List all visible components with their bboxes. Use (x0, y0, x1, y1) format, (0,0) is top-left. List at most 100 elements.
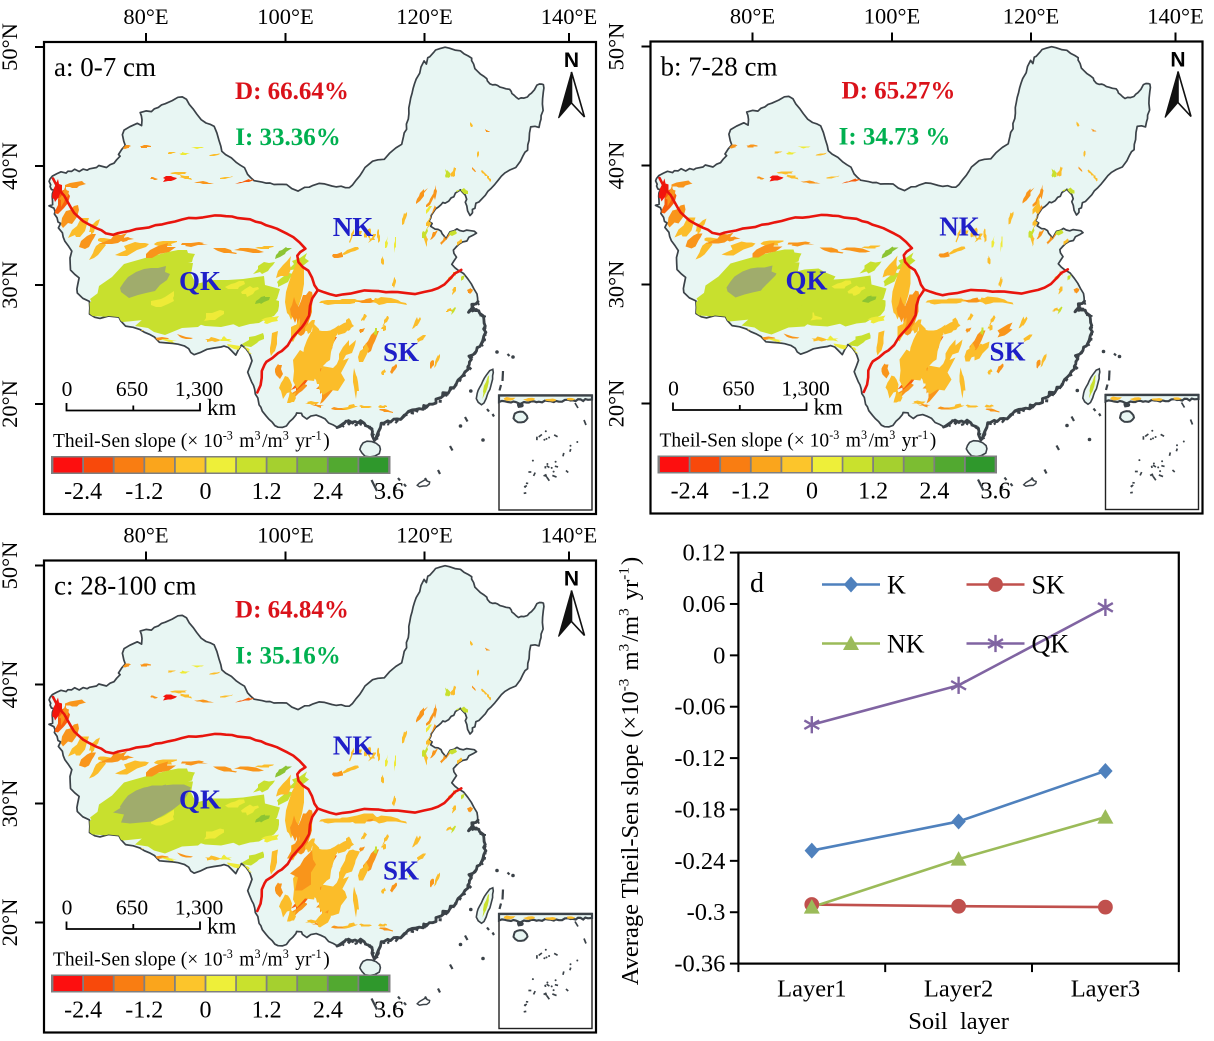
decrease-stat: D: 65.27% (842, 78, 956, 105)
chart-y-tick-label: 0 (713, 642, 725, 669)
lat-tick-label-1: 40°N (604, 142, 629, 190)
panel-title: a: 0-7 cm (54, 52, 156, 82)
chart-x-tick-label: Layer1 (777, 976, 846, 1003)
decrease-stat: D: 64.84% (235, 597, 349, 624)
lon-tick-label-2: 120°E (396, 523, 453, 548)
colorbar-tick-0: -2.4 (64, 479, 102, 505)
lon-tick-label-2: 120°E (396, 4, 453, 29)
map-panel-b: 80°E 100°E 120°E 140°E 50°N 40°N 30°N 20°N b: 7-… (604, 4, 1204, 515)
north-arrow-label: N (564, 49, 579, 72)
marker-asterisk (950, 676, 967, 694)
increase-stat: I: 35.16% (235, 643, 341, 670)
chart-panel-d: 0.12 0.06 0 -0.06 -0.12 -0.18 -0.24 -0.3 -0.36 La… (616, 540, 1180, 1035)
lon-tick-label-0: 80°E (123, 4, 168, 29)
north-arrow-label: N (564, 568, 579, 591)
marker-diamond (804, 842, 819, 859)
colorbar-tick-4: 2.4 (313, 998, 343, 1024)
region-label-qk: QK (179, 266, 221, 296)
chart-y-tick-label: -0.18 (674, 796, 725, 823)
scalebar-650: 650 (116, 896, 148, 920)
marker-diamond (1098, 762, 1113, 779)
region-label-sk: SK (383, 337, 419, 367)
chart-y-tick-label: -0.3 (687, 899, 726, 926)
map-panel-c: 80°E 100°E 120°E 140°E 50°N 40°N 30°N 20°N c: 28… (0, 523, 598, 1034)
scalebar-0: 0 (62, 377, 73, 401)
lon-tick-label-1: 100°E (257, 4, 314, 29)
marker-circle (988, 577, 1003, 592)
marker-asterisk (1097, 598, 1114, 616)
scalebar-1300: 1,300 (781, 377, 829, 401)
lat-tick-label-2: 30°N (0, 261, 22, 309)
scalebar-1300: 1,300 (175, 377, 223, 401)
colorbar-tick-3: 1.2 (252, 998, 282, 1024)
lat-tick-label-3: 20°N (0, 899, 22, 947)
colorbar-tick-2: 0 (806, 479, 818, 505)
colorbar-tick-5: 3.6 (374, 998, 404, 1024)
colorbar-tick-1: -1.2 (125, 479, 163, 505)
lat-tick-label-0: 50°N (0, 542, 22, 590)
series-line-K (811, 769, 1106, 852)
lat-tick-label-3: 20°N (604, 380, 629, 428)
chart-x-tick-label: Layer3 (1071, 976, 1140, 1003)
colorbar-tick-0: -2.4 (64, 998, 102, 1024)
lat-tick-label-1: 40°N (0, 661, 22, 709)
colorbar-tick-1: -1.2 (125, 998, 163, 1024)
panel-title: c: 28-100 cm (54, 571, 196, 601)
chart-y-tick-label: 0.06 (683, 591, 726, 618)
series-line-QK (811, 606, 1107, 726)
scalebar-unit: km (207, 395, 237, 420)
lat-tick-label-3: 20°N (0, 380, 22, 428)
colorbar-tick-2: 0 (199, 998, 211, 1024)
scalebar-unit: km (814, 395, 844, 420)
marker-asterisk (987, 634, 1004, 653)
legend-label-NK: NK (887, 630, 925, 659)
lat-tick-label-2: 30°N (0, 780, 22, 828)
legend-label-SK: SK (1032, 571, 1065, 600)
colorbar-title: Theil-Sen slope (× 10-3 m3 /m3 yr-1 ) (53, 947, 330, 970)
decrease-stat: D: 66.64% (235, 78, 349, 105)
region-label-nk: NK (333, 731, 374, 761)
lon-tick-label-3: 140°E (541, 4, 598, 29)
north-arrow-label: N (1170, 49, 1185, 72)
lon-tick-label-0: 80°E (730, 4, 775, 29)
colorbar-tick-5: 3.6 (981, 479, 1011, 505)
colorbar-tick-4: 2.4 (919, 479, 949, 505)
colorbar-title: Theil-Sen slope (× 10-3 m3 /m3 yr-1 ) (660, 428, 937, 451)
scalebar-0: 0 (62, 896, 73, 920)
chart-x-tick-label: Layer2 (924, 976, 993, 1003)
lat-tick-label-0: 50°N (0, 23, 22, 71)
colorbar-tick-2: 0 (199, 479, 211, 505)
chart-plot-area: 0.12 0.06 0 -0.06 -0.12 -0.18 -0.24 -0.3 -0.36 La… (674, 540, 1180, 1003)
chart-y-axis-title: Average Theil-Sen slope (×10-3 m3 /m3 yr… (616, 557, 644, 985)
colorbar-tick-5: 3.6 (374, 479, 404, 505)
colorbar-tick-3: 1.2 (858, 479, 888, 505)
region-label-qk: QK (785, 266, 827, 296)
chart-y-tick-label: -0.12 (674, 745, 725, 772)
scalebar-unit: km (207, 914, 237, 939)
region-label-nk: NK (939, 212, 980, 242)
region-label-sk: SK (989, 337, 1025, 367)
lon-tick-label-1: 100°E (257, 523, 314, 548)
colorbar-tick-4: 2.4 (313, 479, 343, 505)
marker-diamond (951, 813, 966, 830)
region-label-sk: SK (383, 856, 419, 886)
marker-triangle (1097, 809, 1114, 824)
chart-panel-label: d (750, 568, 764, 599)
colorbar-tick-3: 1.2 (252, 479, 282, 505)
chart-x-axis-title: Soil layer (908, 1008, 1009, 1035)
lon-tick-label-2: 120°E (1003, 4, 1060, 29)
colorbar-tick-0: -2.4 (671, 479, 709, 505)
chart-y-tick-label: -0.06 (674, 694, 725, 721)
scalebar-650: 650 (116, 377, 148, 401)
scalebar-0: 0 (668, 377, 679, 401)
chart-y-tick-label: -0.24 (674, 848, 725, 875)
lon-tick-label-3: 140°E (541, 523, 598, 548)
scalebar-1300: 1,300 (175, 896, 223, 920)
scalebar-650: 650 (722, 377, 754, 401)
lat-tick-label-2: 30°N (604, 261, 629, 309)
increase-stat: I: 33.36% (235, 124, 341, 151)
marker-triangle (843, 635, 859, 650)
map-panel-a: 80°E 100°E 120°E 140°E 50°N 40°N 30°N 20°N a: 0-… (0, 4, 598, 516)
